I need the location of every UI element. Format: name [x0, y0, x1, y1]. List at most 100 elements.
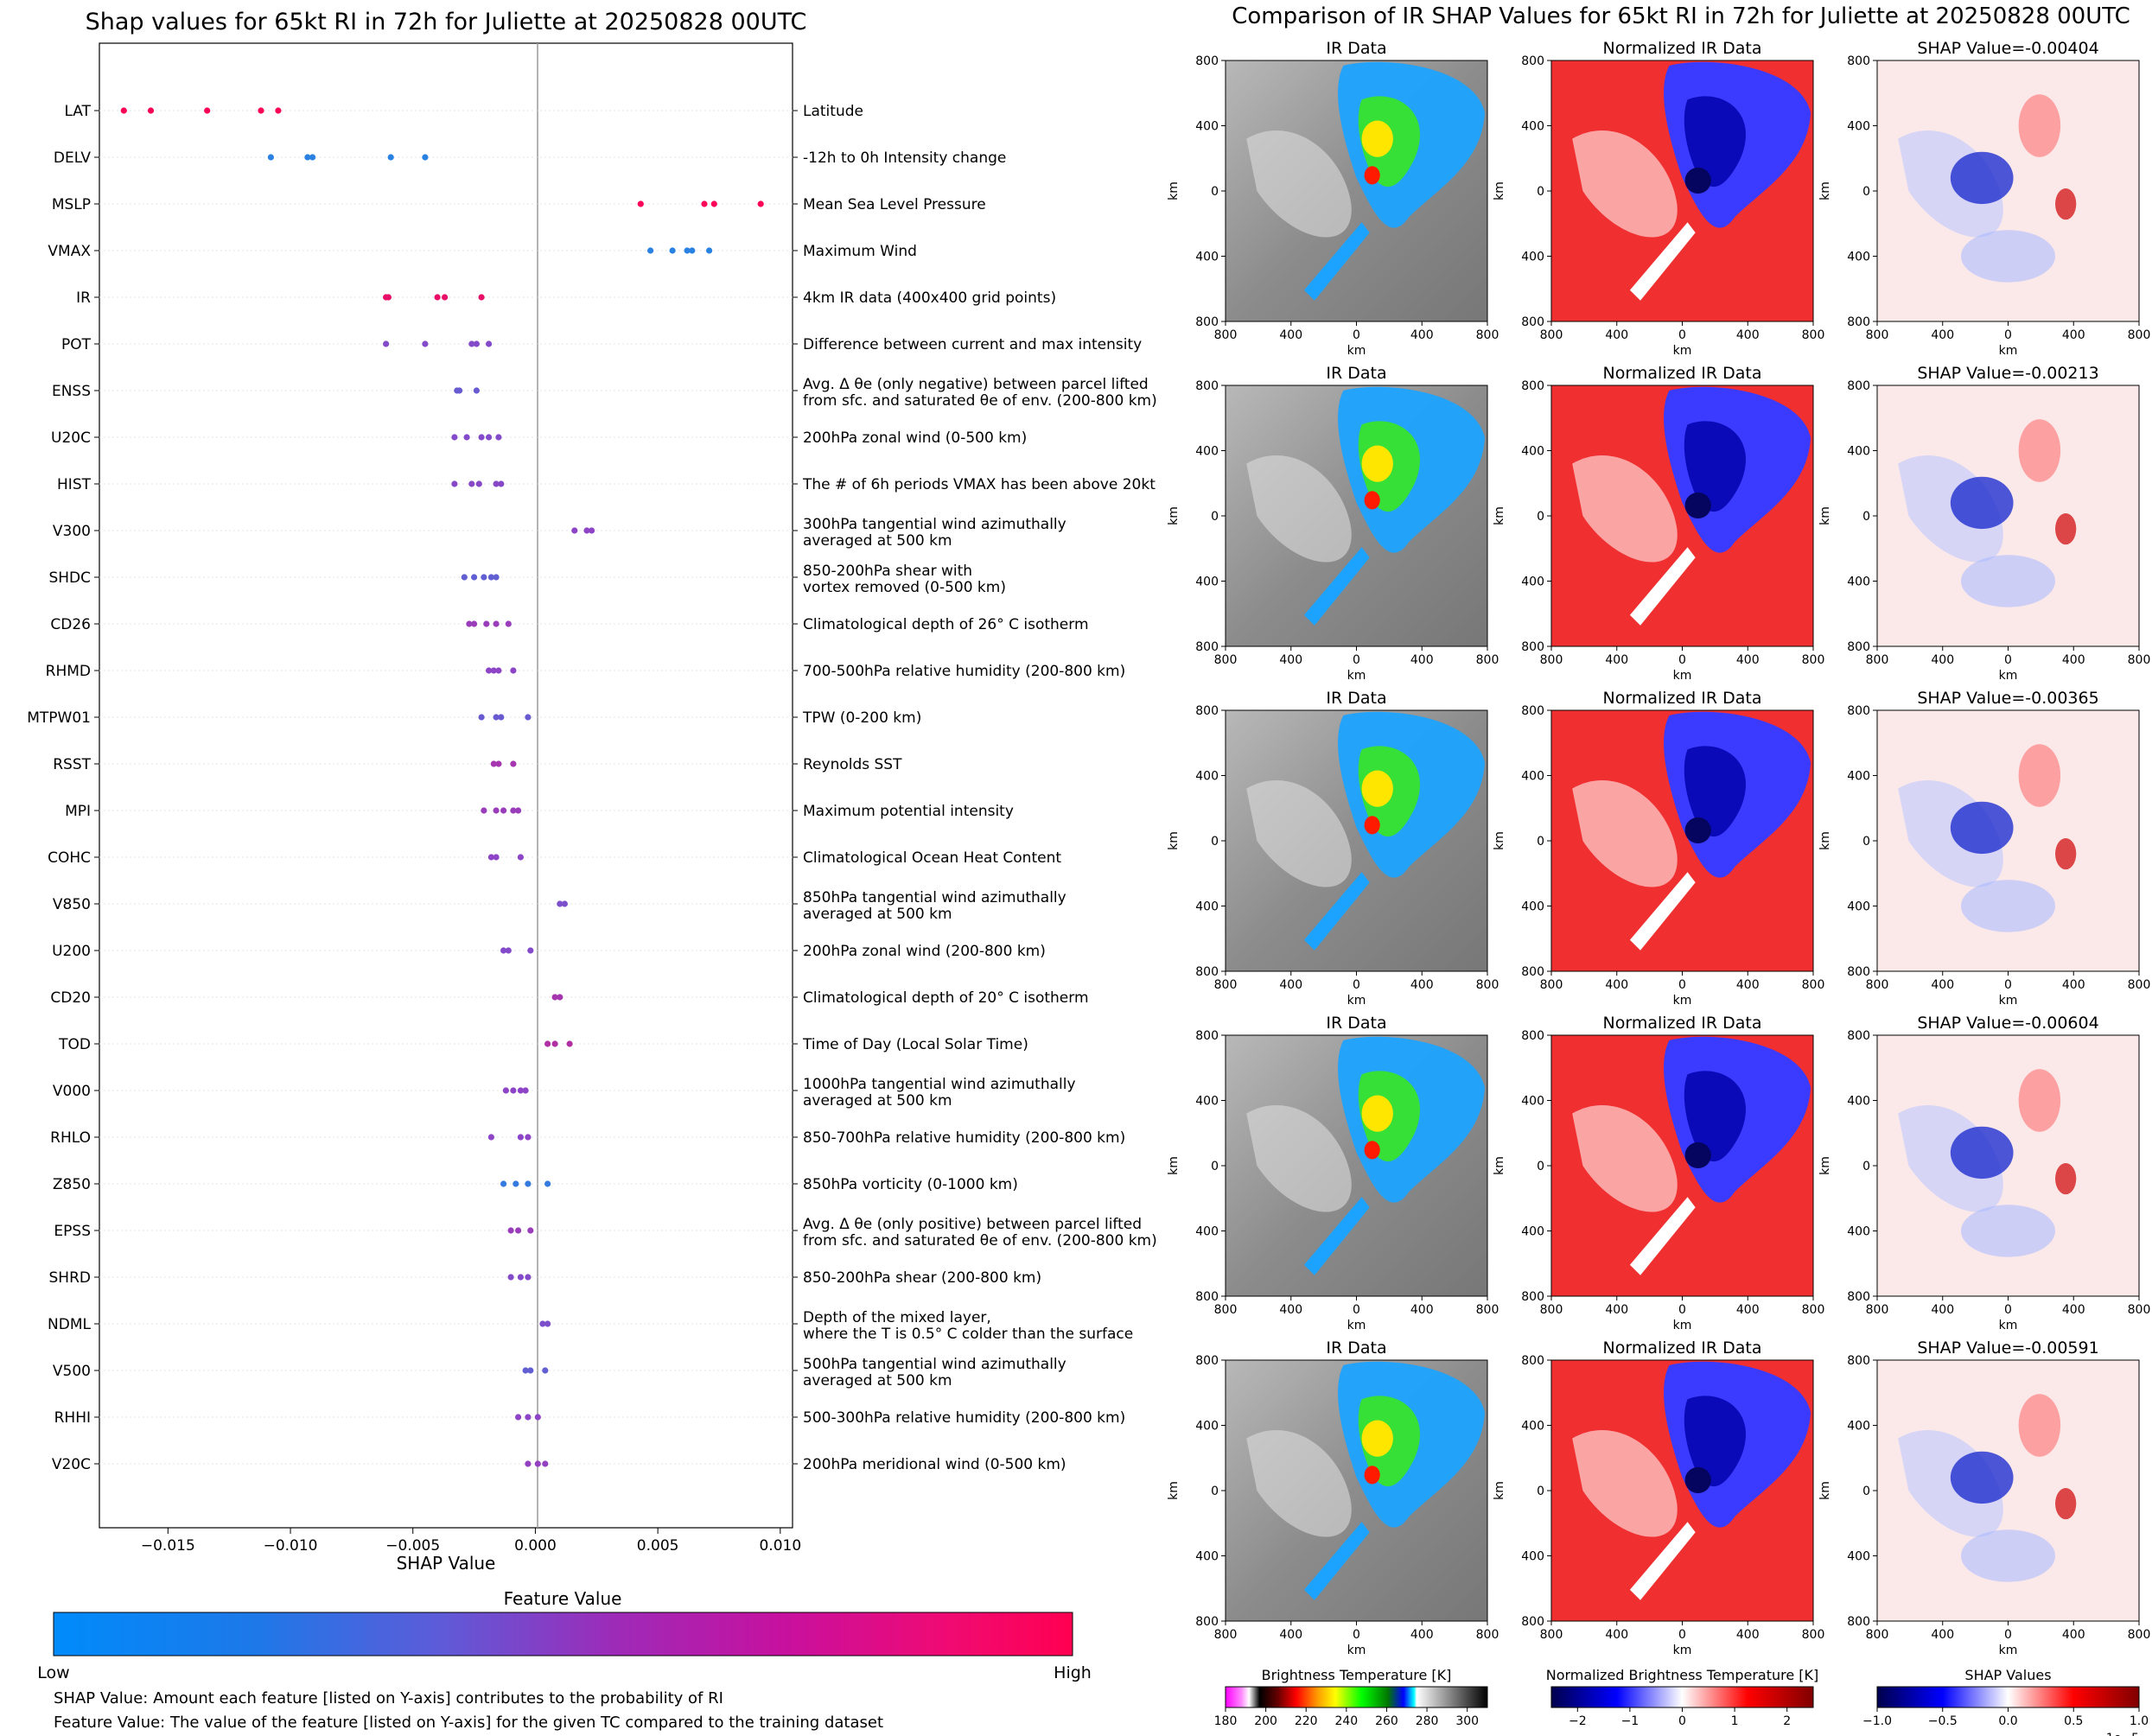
panel-x-tick-label: 800	[1540, 328, 1563, 342]
panel-x-tick-label: 400	[2062, 328, 2085, 342]
panel-title: SHAP Value=-0.00213	[1917, 364, 2098, 383]
colorbar-tick-label: 0.5	[2064, 1714, 2083, 1728]
feature-row-u200: U200 200hPa zonal wind (200-800 km)	[52, 943, 1046, 960]
shap-value-note: SHAP Value: Amount each feature [listed …	[54, 1689, 723, 1707]
feature-row-v000: V000 1000hPa tangential wind azimuthallya…	[53, 1076, 1076, 1110]
panel-x-tick-label: 400	[1931, 653, 1954, 667]
feature-description: Depth of the mixed layer,	[803, 1309, 991, 1326]
panel-y-tick-label: 400	[1521, 575, 1544, 589]
panel-y-tick-label: 400	[1521, 120, 1544, 134]
panel-x-tick-label: 0	[1353, 1303, 1360, 1317]
panel-x-tick-label: 0	[1353, 978, 1360, 992]
panel-x-tick-label: 0	[1678, 328, 1686, 342]
feature-description: 850-700hPa relative humidity (200-800 km…	[803, 1129, 1125, 1147]
shap-point	[204, 107, 211, 114]
feature-description: Climatological depth of 26° C isotherm	[803, 616, 1089, 633]
panel-y-tick-label: 0	[1211, 835, 1219, 849]
panel-x-tick-label: 0	[2004, 1303, 2012, 1317]
panel-y-tick-label: 800	[1847, 965, 1870, 979]
shap-negative-area	[1950, 151, 2014, 205]
panel-x-label: km	[1347, 1644, 1366, 1657]
panel-y-tick-label: 800	[1847, 379, 1870, 393]
panel-x-tick-label: 0	[2004, 978, 2012, 992]
panel-y-tick-label: 0	[1211, 1485, 1219, 1498]
shap-x-label: SHAP Value	[397, 1553, 496, 1574]
shap-point	[515, 807, 522, 814]
shap-positive-area	[2018, 1069, 2061, 1132]
panel-x-tick-label: 800	[1802, 328, 1825, 342]
shap-point	[525, 1274, 532, 1281]
shap-point	[522, 1087, 529, 1094]
colorbar-tick-label: 2	[1783, 1714, 1791, 1728]
panel-title: SHAP Value=-0.00591	[1917, 1339, 2098, 1358]
shap-point	[147, 107, 155, 114]
panel-x-label: km	[1347, 1319, 1366, 1332]
storm-core	[1364, 491, 1380, 510]
colorbar-tick-label: 1	[1731, 1714, 1739, 1728]
rain-band	[1303, 547, 1370, 626]
shap-positive-area	[2055, 837, 2077, 870]
shap-point	[525, 1180, 532, 1187]
cloud-band	[1246, 455, 1352, 563]
panel-x-tick-label: 400	[1410, 1303, 1434, 1317]
shap-plot-area	[99, 42, 793, 1529]
feature-row-ndml: NDML Depth of the mixed layer,where the T…	[48, 1309, 1133, 1343]
panel-x-tick-label: 400	[1736, 1303, 1760, 1317]
feature-description: averaged at 500 km	[803, 532, 952, 550]
feature-description: 700-500hPa relative humidity (200-800 km…	[803, 663, 1125, 680]
colorbar-tick-label: 180	[1214, 1714, 1238, 1728]
panel-y-tick-label: 0	[1211, 1160, 1219, 1173]
shap-negative-area	[1960, 1205, 2056, 1257]
colorbar-tick-label: −0.5	[1928, 1714, 1958, 1728]
shap-negative-area	[1960, 880, 2056, 932]
feature-row-u20c: U20C 200hPa zonal wind (0-500 km)	[51, 429, 1027, 447]
storm-core	[1364, 166, 1380, 185]
panel-x-tick-label: 0	[1678, 1303, 1686, 1317]
shap-point	[551, 994, 558, 1001]
panel-y-label: km	[1493, 1156, 1506, 1175]
shap-point	[689, 247, 696, 254]
shap-point	[505, 947, 512, 954]
shap-point	[517, 854, 525, 861]
panel-y-tick-label: 0	[1211, 510, 1219, 524]
shap-point	[463, 434, 470, 441]
shap-positive-area	[2055, 1162, 2077, 1195]
panel-y-tick-label: 400	[1521, 1095, 1544, 1109]
shap-point	[441, 294, 449, 301]
panel-y-tick-label: 800	[1847, 1029, 1870, 1043]
feature-row-cd26: CD26 Climatological depth of 26° C isothe…	[50, 616, 1088, 633]
rain-band	[1303, 1197, 1370, 1275]
panel-y-tick-label: 0	[1862, 510, 1870, 524]
cloud-band	[1246, 779, 1352, 887]
panel-y-tick-label: 0	[1537, 1160, 1544, 1173]
panel-x-tick-label: 800	[1802, 653, 1825, 667]
shap-point	[522, 1367, 529, 1374]
feature-description: 300hPa tangential wind azimuthally	[803, 516, 1066, 533]
colorbar-gradient	[1876, 1686, 2140, 1708]
colorbar-tick-label: 200	[1254, 1714, 1277, 1728]
panel-y-tick-label: 0	[1537, 510, 1544, 524]
colorbar-multiplier: 1e−5	[2106, 1732, 2139, 1736]
cold-cloud-tops	[1361, 1095, 1393, 1132]
feature-label: LAT	[64, 103, 91, 120]
panel-y-tick-label: 800	[1521, 1615, 1544, 1629]
panel-y-label: km	[1493, 506, 1506, 525]
shap-point	[542, 1367, 549, 1374]
shap-point	[534, 1414, 541, 1421]
rain-band	[1303, 1522, 1370, 1600]
colorbar-tick-label: 0.0	[1998, 1714, 2017, 1728]
shap-point	[542, 1460, 549, 1467]
shap-point	[481, 574, 487, 581]
panel-y-label: km	[1493, 831, 1506, 850]
feature-label: SHDC	[48, 569, 91, 587]
shap-point	[471, 620, 478, 627]
rain-band	[1629, 1522, 1696, 1600]
shap-point	[385, 294, 392, 301]
panel-title: Normalized IR Data	[1603, 364, 1762, 383]
colorbar-gradient	[1550, 1686, 1814, 1708]
panel-x-tick-label: 800	[1214, 1628, 1238, 1642]
